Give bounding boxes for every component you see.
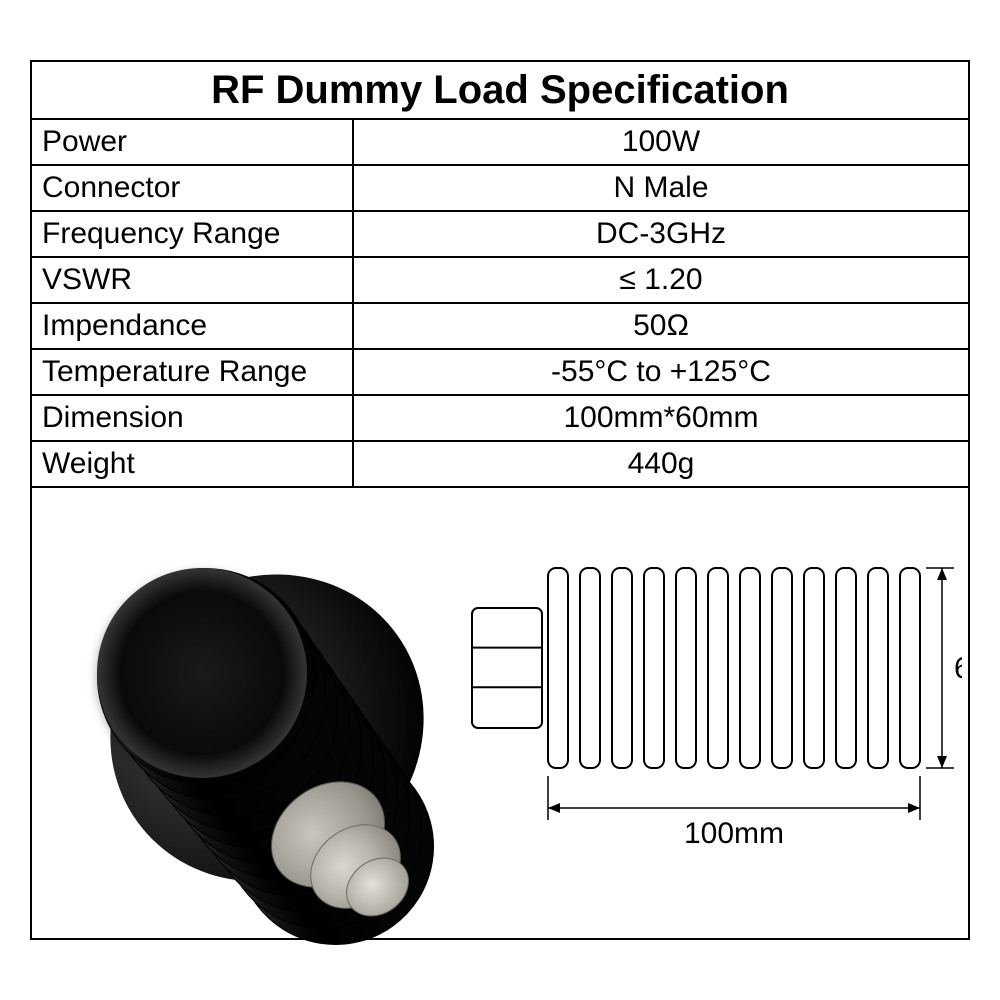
spec-value: ≤ 1.20 xyxy=(353,257,969,303)
spec-value: 100mm*60mm xyxy=(353,395,969,441)
dimension-diagram: 100mm 60mm xyxy=(452,488,968,938)
spec-label: Dimension xyxy=(31,395,353,441)
spec-value: 440g xyxy=(353,441,969,487)
spec-label: Connector xyxy=(31,165,353,211)
spec-label: VSWR xyxy=(31,257,353,303)
table-title: RF Dummy Load Specification xyxy=(31,61,969,119)
spec-label: Weight xyxy=(31,441,353,487)
table-row: Weight440g xyxy=(31,441,969,487)
table-row: Power100W xyxy=(31,119,969,165)
spec-label: Power xyxy=(31,119,353,165)
product-photo xyxy=(32,488,452,938)
table-row: VSWR≤ 1.20 xyxy=(31,257,969,303)
table-row: Frequency RangeDC-3GHz xyxy=(31,211,969,257)
spec-value: -55°C to +125°C xyxy=(353,349,969,395)
spec-label: Frequency Range xyxy=(31,211,353,257)
table-row: Impendance50Ω xyxy=(31,303,969,349)
table-row: ConnectorN Male xyxy=(31,165,969,211)
table-row: Dimension100mm*60mm xyxy=(31,395,969,441)
spec-label: Impendance xyxy=(31,303,353,349)
spec-table: RF Dummy Load Specification Power100WCon… xyxy=(30,60,970,940)
table-row: Temperature Range-55°C to +125°C xyxy=(31,349,969,395)
width-label: 100mm xyxy=(684,817,784,850)
spec-value: N Male xyxy=(353,165,969,211)
spec-label: Temperature Range xyxy=(31,349,353,395)
spec-value: 100W xyxy=(353,119,969,165)
height-label: 60mm xyxy=(954,652,962,685)
spec-value: 50Ω xyxy=(353,303,969,349)
image-row: 100mm 60mm xyxy=(31,487,969,939)
spec-value: DC-3GHz xyxy=(353,211,969,257)
